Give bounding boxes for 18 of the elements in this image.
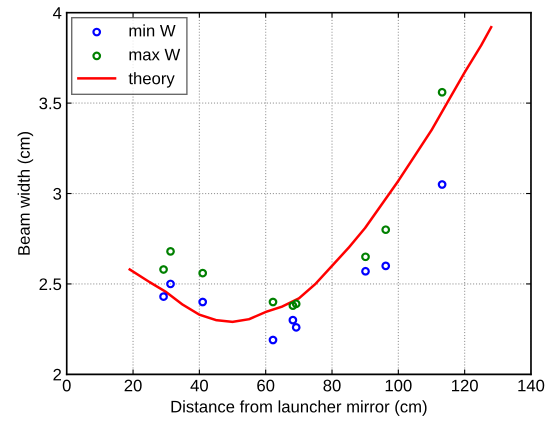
legend-label: theory (128, 72, 175, 88)
x-tick-label: 140 (518, 380, 544, 392)
x-tick-label: 0 (62, 380, 71, 392)
x-tick-label: 40 (190, 380, 208, 392)
x-tick-label: 60 (257, 380, 274, 392)
legend-label: min W (129, 24, 176, 36)
x-axis-title: Distance from launcher mirror (cm) (172, 400, 427, 416)
y-tick-label: 4 (52, 7, 62, 19)
y-tick-label: 2.5 (40, 278, 62, 290)
x-tick-label: 120 (452, 380, 478, 392)
y-tick-label: 3.5 (39, 98, 62, 110)
y-axis-title: Beam width (cm) (18, 132, 34, 255)
y-tick-label: 3 (53, 188, 62, 200)
x-tick-label: 80 (323, 380, 341, 392)
y-tick-label: 2 (53, 368, 62, 380)
legend-label: max W (129, 48, 180, 60)
x-tick-label: 20 (124, 380, 142, 392)
x-tick-label: 100 (386, 380, 412, 392)
